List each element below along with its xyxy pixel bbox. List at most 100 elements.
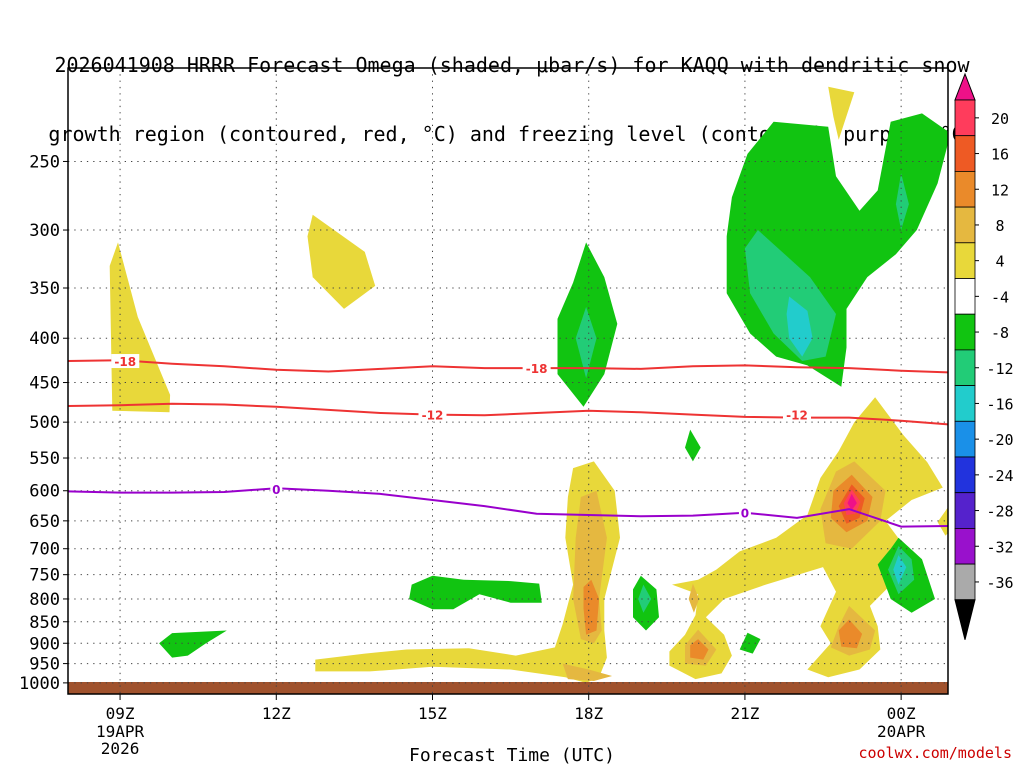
ascent-region-15 bbox=[838, 619, 863, 649]
y-tick-label-350: 350 bbox=[29, 279, 60, 299]
contour-label--18-1: -18 bbox=[526, 362, 548, 376]
descent-region-27 bbox=[744, 230, 836, 361]
x-tick-label-12Z: 12Z bbox=[262, 704, 291, 723]
shaded-omega-regions bbox=[109, 86, 948, 683]
plot-frame bbox=[67, 67, 949, 695]
colorbar-bin-6 bbox=[954, 313, 976, 351]
x-tick-label-09Z: 09Z bbox=[106, 704, 135, 723]
x-tick-sublabel-20APR: 20APR bbox=[877, 722, 926, 741]
contour-label-bg--12-0 bbox=[418, 407, 447, 422]
x-tick-label-15Z: 15Z bbox=[418, 704, 447, 723]
descent-region-23 bbox=[159, 630, 227, 658]
freezing-level-contour-0 bbox=[68, 487, 948, 528]
x-tick-sublabel-19APR: 19APR bbox=[96, 722, 145, 741]
contour-label-bg--12-1 bbox=[782, 407, 811, 422]
colorbar-bin-0 bbox=[954, 99, 976, 137]
y-tick-label-400: 400 bbox=[29, 329, 60, 349]
ascent-region-4 bbox=[669, 397, 943, 680]
colorbar-bin-7 bbox=[954, 349, 976, 386]
colorbar-bin-11 bbox=[954, 492, 976, 529]
colorbar-bin-2 bbox=[954, 170, 976, 208]
ascent-region-2 bbox=[828, 86, 855, 140]
descent-region-21 bbox=[685, 429, 701, 462]
colorbar-label-6: -8 bbox=[991, 324, 1009, 342]
colorbar-bin-10 bbox=[954, 456, 976, 494]
x-tick-sublabel-2026: 2026 bbox=[101, 739, 140, 758]
contour-label--18-0: -18 bbox=[114, 355, 136, 369]
colorbar-label-10: -24 bbox=[986, 467, 1013, 485]
dgz-contour--12 bbox=[68, 402, 948, 426]
ascent-region-13 bbox=[583, 579, 600, 635]
x-tick-label-21Z: 21Z bbox=[730, 704, 759, 723]
y-tick-label-1000: 1000 bbox=[19, 674, 60, 694]
colorbar-top-cap bbox=[954, 72, 976, 101]
ascent-region-5 bbox=[315, 461, 620, 683]
descent-region-32 bbox=[786, 296, 813, 357]
y-tick-label-600: 600 bbox=[29, 482, 60, 502]
colorbar-label-5: -4 bbox=[991, 288, 1009, 306]
contour-label--12-1: -12 bbox=[786, 409, 808, 423]
colorbar-bin-1 bbox=[954, 135, 976, 172]
descent-region-30 bbox=[638, 584, 652, 613]
y-tick-label-850: 850 bbox=[29, 613, 60, 633]
ascent-region-1 bbox=[307, 214, 376, 309]
colorbar-label-2: 12 bbox=[991, 181, 1009, 199]
colorbar-label-4: 4 bbox=[995, 253, 1004, 271]
contour-label-bg-0-1 bbox=[738, 505, 751, 520]
colorbar-bin-4 bbox=[954, 242, 976, 279]
y-tick-label-800: 800 bbox=[29, 590, 60, 610]
colorbar-label-11: -28 bbox=[986, 503, 1013, 521]
x-tick-label-18Z: 18Z bbox=[574, 704, 603, 723]
y-tick-label-550: 550 bbox=[29, 449, 60, 469]
chart-title-line-1: 2026041908 HRRR Forecast Omega (shaded, … bbox=[54, 53, 970, 77]
colorbar-label-0: 20 bbox=[991, 110, 1009, 128]
colorbar: 20 16 12 8 4 -4 -8 -12 -16 -20 -24 -28 -32 -36 bbox=[954, 72, 1014, 640]
colorbar-bin-9 bbox=[954, 420, 976, 458]
descent-region-28 bbox=[575, 306, 597, 379]
y-tick-label-250: 250 bbox=[29, 152, 60, 172]
colorbar-bottom-cap bbox=[954, 599, 976, 640]
y-tick-label-750: 750 bbox=[29, 566, 60, 586]
y-tick-label-650: 650 bbox=[29, 512, 60, 532]
y-tick-label-300: 300 bbox=[29, 221, 60, 241]
y-tick-label-700: 700 bbox=[29, 540, 60, 560]
ascent-region-3 bbox=[937, 507, 948, 536]
contour-label-0-1: 0 bbox=[741, 507, 749, 521]
contour-label-bg--18-0 bbox=[111, 354, 140, 369]
site-credit[interactable]: coolwx.com/models bbox=[858, 744, 1012, 762]
ascent-region-11 bbox=[688, 583, 700, 613]
colorbar-bin-3 bbox=[954, 206, 976, 244]
colorbar-bin-8 bbox=[954, 385, 976, 422]
y-tick-label-450: 450 bbox=[29, 374, 60, 394]
ascent-region-14 bbox=[690, 639, 709, 660]
x-axis-label: Forecast Time (UTC) bbox=[409, 745, 615, 766]
ascent-region-0 bbox=[109, 242, 171, 413]
ascent-region-18 bbox=[847, 493, 857, 511]
dgz-contour--18 bbox=[68, 359, 948, 374]
descent-region-29 bbox=[895, 173, 909, 230]
chart-title: 2026041908 HRRR Forecast Omega (shaded, … bbox=[0, 8, 1024, 169]
colorbar-label-1: 16 bbox=[991, 146, 1009, 164]
ascent-region-8 bbox=[562, 663, 613, 681]
y-tick-label-900: 900 bbox=[29, 634, 60, 654]
colorbar-label-13: -36 bbox=[986, 574, 1013, 592]
colorbar-label-9: -20 bbox=[986, 431, 1013, 449]
colorbar-label-7: -12 bbox=[986, 360, 1013, 378]
colorbar-bin-12 bbox=[954, 528, 976, 565]
contour-label--12-0: -12 bbox=[422, 409, 444, 423]
colorbar-label-8: -16 bbox=[986, 395, 1013, 413]
colorbar-label-12: -32 bbox=[986, 538, 1013, 556]
contour-lines: -18 -18 -12 -12 0 0 bbox=[68, 354, 948, 528]
colorbar-label-3: 8 bbox=[995, 217, 1004, 235]
descent-region-22 bbox=[409, 575, 542, 610]
contour-label-bg--18-1 bbox=[522, 361, 551, 376]
colorbar-bin-13 bbox=[954, 563, 976, 601]
contour-label-bg-0-0 bbox=[270, 481, 283, 496]
colorbar-bin-5 bbox=[954, 278, 976, 315]
y-tick-label-500: 500 bbox=[29, 413, 60, 433]
x-tick-label-00Z: 00Z bbox=[887, 704, 916, 723]
y-tick-label-950: 950 bbox=[29, 655, 60, 675]
contour-label-0-0: 0 bbox=[272, 483, 280, 497]
descent-region-33 bbox=[893, 555, 907, 585]
